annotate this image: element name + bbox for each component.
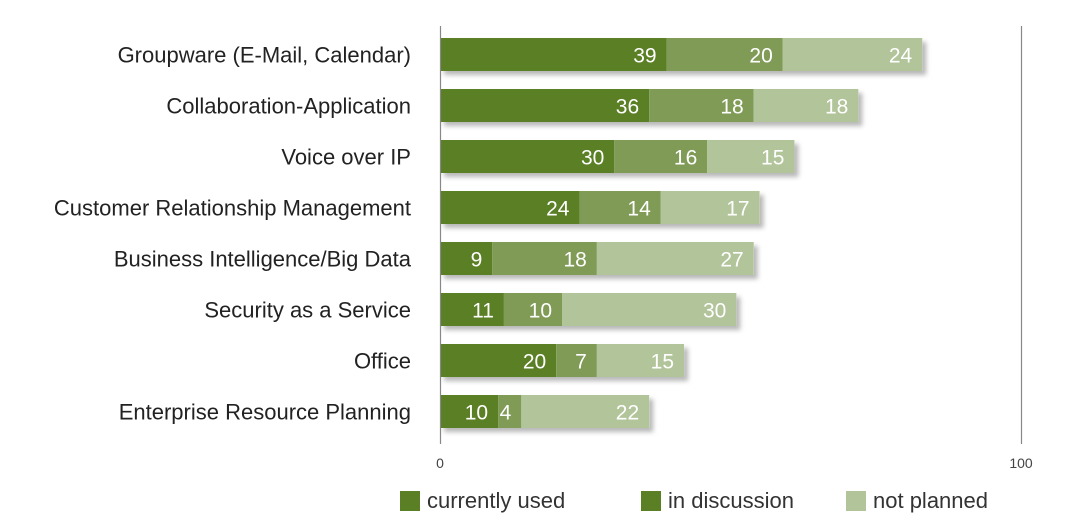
value-label-collaboration-application-in-discussion: 18 bbox=[720, 96, 743, 119]
bar-enterprise-resource-planning-in-discussion bbox=[498, 395, 522, 428]
value-label-business-intelligence-big-data-in-discussion: 18 bbox=[564, 249, 587, 272]
value-label-enterprise-resource-planning-currently-used: 10 bbox=[465, 402, 488, 425]
value-label-voice-over-ip-currently-used: 30 bbox=[581, 147, 604, 170]
bar-collaboration-application-currently-used bbox=[440, 89, 650, 122]
bar-customer-relationship-management-currently-used bbox=[440, 191, 580, 224]
value-label-voice-over-ip-in-discussion: 16 bbox=[674, 147, 697, 170]
value-label-groupware-e-mail-calendar-in-discussion: 20 bbox=[749, 45, 772, 68]
axis-layer bbox=[439, 26, 1023, 444]
value-label-collaboration-application-currently-used: 36 bbox=[616, 96, 639, 119]
value-label-enterprise-resource-planning-not-planned: 22 bbox=[616, 402, 639, 425]
value-label-groupware-e-mail-calendar-currently-used: 39 bbox=[633, 45, 656, 68]
category-label-business-intelligence-big-data: Business Intelligence/Big Data bbox=[114, 247, 412, 272]
legend-swatch-currently-used bbox=[400, 491, 420, 511]
legend-label-in-discussion: in discussion bbox=[668, 488, 794, 513]
bar-business-intelligence-big-data-in-discussion bbox=[492, 242, 597, 275]
legend-label-currently-used: currently used bbox=[427, 488, 566, 513]
category-label-customer-relationship-management: Customer Relationship Management bbox=[54, 196, 411, 221]
value-label-business-intelligence-big-data-not-planned: 27 bbox=[720, 249, 743, 272]
bar-voice-over-ip-currently-used bbox=[440, 140, 615, 173]
legend-item-in-discussion: in discussion bbox=[641, 484, 794, 518]
value-label-business-intelligence-big-data-currently-used: 9 bbox=[471, 249, 483, 272]
legend: currently used in discussion not planned bbox=[0, 484, 1071, 518]
labels-layer: 39 20 24 Groupware (E-Mail, Calendar) 36 18 18… bbox=[54, 43, 1033, 472]
bar-collaboration-application-not-planned bbox=[753, 89, 859, 122]
value-label-security-as-a-service-currently-used: 11 bbox=[472, 300, 494, 323]
stacked-bar-chart: 39 20 24 Groupware (E-Mail, Calendar) 36 18 18… bbox=[54, 26, 1033, 472]
bar-security-as-a-service-not-planned bbox=[562, 293, 737, 326]
category-label-groupware-e-mail-calendar: Groupware (E-Mail, Calendar) bbox=[118, 43, 411, 68]
bar-office-in-discussion bbox=[556, 344, 597, 377]
bar-groupware-e-mail-calendar-in-discussion bbox=[666, 38, 783, 71]
legend-label-not-planned: not planned bbox=[873, 488, 988, 513]
bars-layer bbox=[440, 38, 923, 428]
bar-security-as-a-service-in-discussion bbox=[503, 293, 563, 326]
value-label-collaboration-application-not-planned: 18 bbox=[825, 96, 848, 119]
value-label-office-not-planned: 15 bbox=[651, 351, 674, 374]
value-label-groupware-e-mail-calendar-not-planned: 24 bbox=[889, 45, 913, 68]
category-label-enterprise-resource-planning: Enterprise Resource Planning bbox=[119, 400, 411, 425]
value-label-office-in-discussion: 7 bbox=[575, 351, 587, 374]
category-label-voice-over-ip: Voice over IP bbox=[281, 145, 411, 170]
bar-voice-over-ip-not-planned bbox=[707, 140, 795, 173]
value-label-security-as-a-service-not-planned: 30 bbox=[703, 300, 726, 323]
bar-business-intelligence-big-data-not-planned bbox=[596, 242, 754, 275]
bar-customer-relationship-management-not-planned bbox=[660, 191, 760, 224]
bar-office-currently-used bbox=[440, 344, 557, 377]
bar-customer-relationship-management-in-discussion bbox=[579, 191, 661, 224]
bar-office-not-planned bbox=[596, 344, 685, 377]
legend-item-currently-used: currently used bbox=[400, 484, 565, 518]
value-label-office-currently-used: 20 bbox=[523, 351, 546, 374]
category-label-office: Office bbox=[354, 349, 411, 374]
value-label-customer-relationship-management-in-discussion: 14 bbox=[627, 198, 651, 221]
tick-label-0: 0 bbox=[436, 455, 444, 471]
bar-groupware-e-mail-calendar-currently-used bbox=[440, 38, 667, 71]
legend-item-not-planned: not planned bbox=[846, 484, 988, 518]
bar-security-as-a-service-currently-used bbox=[440, 293, 504, 326]
legend-swatch-not-planned bbox=[846, 491, 866, 511]
category-label-collaboration-application: Collaboration-Application bbox=[166, 94, 411, 119]
value-label-customer-relationship-management-currently-used: 24 bbox=[546, 198, 570, 221]
bar-enterprise-resource-planning-not-planned bbox=[521, 395, 650, 428]
tick-label-100: 100 bbox=[1009, 455, 1033, 471]
value-label-voice-over-ip-not-planned: 15 bbox=[761, 147, 784, 170]
category-label-security-as-a-service: Security as a Service bbox=[204, 298, 411, 323]
bar-collaboration-application-in-discussion bbox=[649, 89, 754, 122]
value-label-enterprise-resource-planning-in-discussion: 4 bbox=[500, 402, 512, 425]
legend-swatch-in-discussion bbox=[641, 491, 661, 511]
bar-groupware-e-mail-calendar-not-planned bbox=[782, 38, 923, 71]
bar-voice-over-ip-in-discussion bbox=[614, 140, 708, 173]
value-label-customer-relationship-management-not-planned: 17 bbox=[726, 198, 749, 221]
bar-business-intelligence-big-data-currently-used bbox=[440, 242, 493, 275]
value-label-security-as-a-service-in-discussion: 10 bbox=[529, 300, 552, 323]
bar-enterprise-resource-planning-currently-used bbox=[440, 395, 499, 428]
